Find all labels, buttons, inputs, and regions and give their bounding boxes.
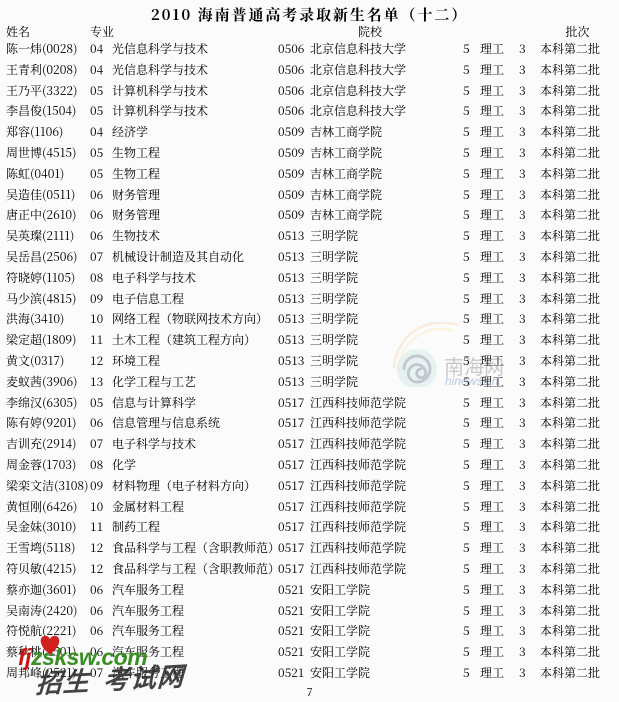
svg-text:hinews.cn: hinews.cn — [445, 374, 499, 387]
